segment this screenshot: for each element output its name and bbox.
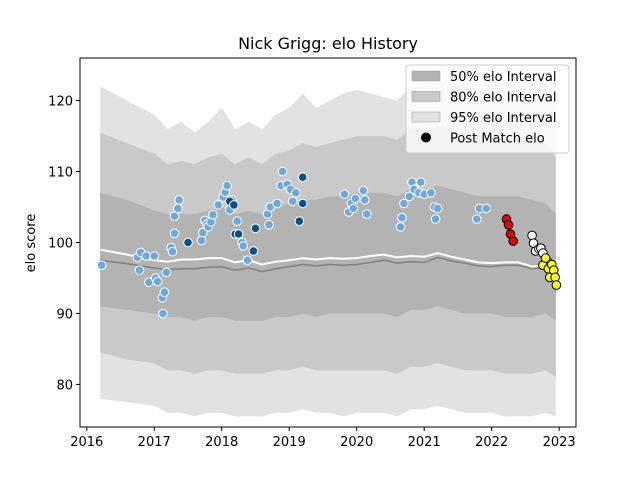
x-axis: 2016 2017 2018 2019 2020 2021 2022 2023 — [70, 427, 576, 450]
data-point — [161, 267, 172, 278]
series-light-blue — [96, 166, 492, 319]
data-point — [348, 203, 359, 214]
x-tick-label: 2016 — [70, 435, 103, 450]
y-axis-title: elo score — [24, 214, 39, 273]
data-point — [152, 276, 163, 287]
data-point — [96, 260, 107, 271]
chart-title: Nick Grigg: elo History — [238, 34, 418, 53]
data-point — [159, 287, 170, 298]
legend: 50% elo Interval 80% elo Interval 95% elo … — [405, 64, 570, 154]
data-point — [297, 198, 308, 209]
x-tick-label: 2018 — [205, 435, 238, 450]
data-point — [339, 189, 350, 199]
mean-elo-line — [100, 248, 557, 269]
data-point — [158, 308, 168, 319]
data-point — [272, 198, 282, 209]
data-point — [149, 251, 159, 261]
data-point — [173, 203, 183, 214]
data-point — [404, 191, 415, 202]
legend-label: Post Match elo — [450, 132, 545, 147]
data-point — [242, 255, 253, 266]
x-tick-label: 2017 — [138, 435, 171, 450]
median-elo-line — [100, 256, 556, 273]
y-axis: 80 90 100 110 120 — [48, 95, 80, 393]
legend-swatch — [411, 91, 441, 102]
data-point — [229, 200, 239, 210]
data-point — [134, 265, 145, 276]
data-point — [430, 214, 441, 224]
data-point — [169, 211, 180, 221]
data-point — [358, 185, 369, 196]
legend-swatch — [411, 111, 441, 123]
data-point — [250, 223, 261, 234]
data-point — [141, 251, 151, 261]
data-point — [198, 227, 208, 238]
data-point — [174, 195, 184, 205]
data-point — [277, 166, 288, 177]
data-point — [426, 188, 436, 198]
data-point — [395, 222, 406, 232]
data-point — [540, 253, 551, 263]
y-tick-label: 100 — [48, 237, 73, 252]
x-tick-label: 2022 — [475, 435, 508, 450]
data-point — [208, 210, 218, 220]
data-point — [238, 241, 249, 251]
data-point — [360, 195, 370, 205]
data-point — [222, 180, 232, 191]
series-red — [501, 214, 519, 246]
y-tick-label: 110 — [48, 166, 73, 181]
y-tick-label: 80 — [56, 378, 73, 393]
data-point — [527, 230, 537, 241]
data-point — [183, 237, 193, 248]
data-point — [264, 220, 274, 230]
data-point — [472, 214, 482, 224]
data-point — [291, 188, 301, 198]
x-tick-label: 2023 — [543, 435, 576, 450]
data-point — [399, 198, 409, 209]
data-point — [287, 196, 298, 207]
data-point — [551, 280, 562, 290]
data-point — [416, 177, 426, 187]
data-point — [213, 200, 224, 210]
data-point — [432, 203, 443, 214]
data-point — [550, 272, 560, 283]
y-tick-label: 90 — [56, 307, 73, 322]
data-point — [481, 203, 492, 214]
legend-label: 95% elo Interval — [450, 111, 557, 126]
data-point — [169, 228, 180, 239]
data-point — [233, 229, 244, 239]
data-point — [297, 172, 308, 182]
plot-area — [96, 79, 562, 417]
data-point — [167, 246, 178, 257]
data-point — [503, 220, 514, 230]
data-point — [397, 212, 407, 223]
series-yellow — [538, 253, 562, 290]
x-tick-label: 2021 — [408, 435, 441, 450]
x-tick-label: 2019 — [273, 435, 306, 450]
data-point — [232, 216, 242, 226]
legend-swatch — [411, 70, 441, 82]
x-tick-label: 2020 — [340, 435, 373, 450]
legend-label: 80% elo Interval — [450, 91, 557, 106]
legend-marker — [421, 132, 431, 143]
data-point — [196, 235, 207, 246]
data-point — [248, 246, 259, 256]
legend-box — [405, 64, 570, 154]
data-point — [362, 209, 372, 219]
data-point — [350, 193, 361, 204]
data-point — [508, 236, 519, 246]
data-point — [294, 216, 305, 226]
y-tick-label: 120 — [48, 95, 73, 110]
series-dark-blue — [183, 172, 308, 256]
legend-label: 50% elo Interval — [450, 70, 557, 85]
